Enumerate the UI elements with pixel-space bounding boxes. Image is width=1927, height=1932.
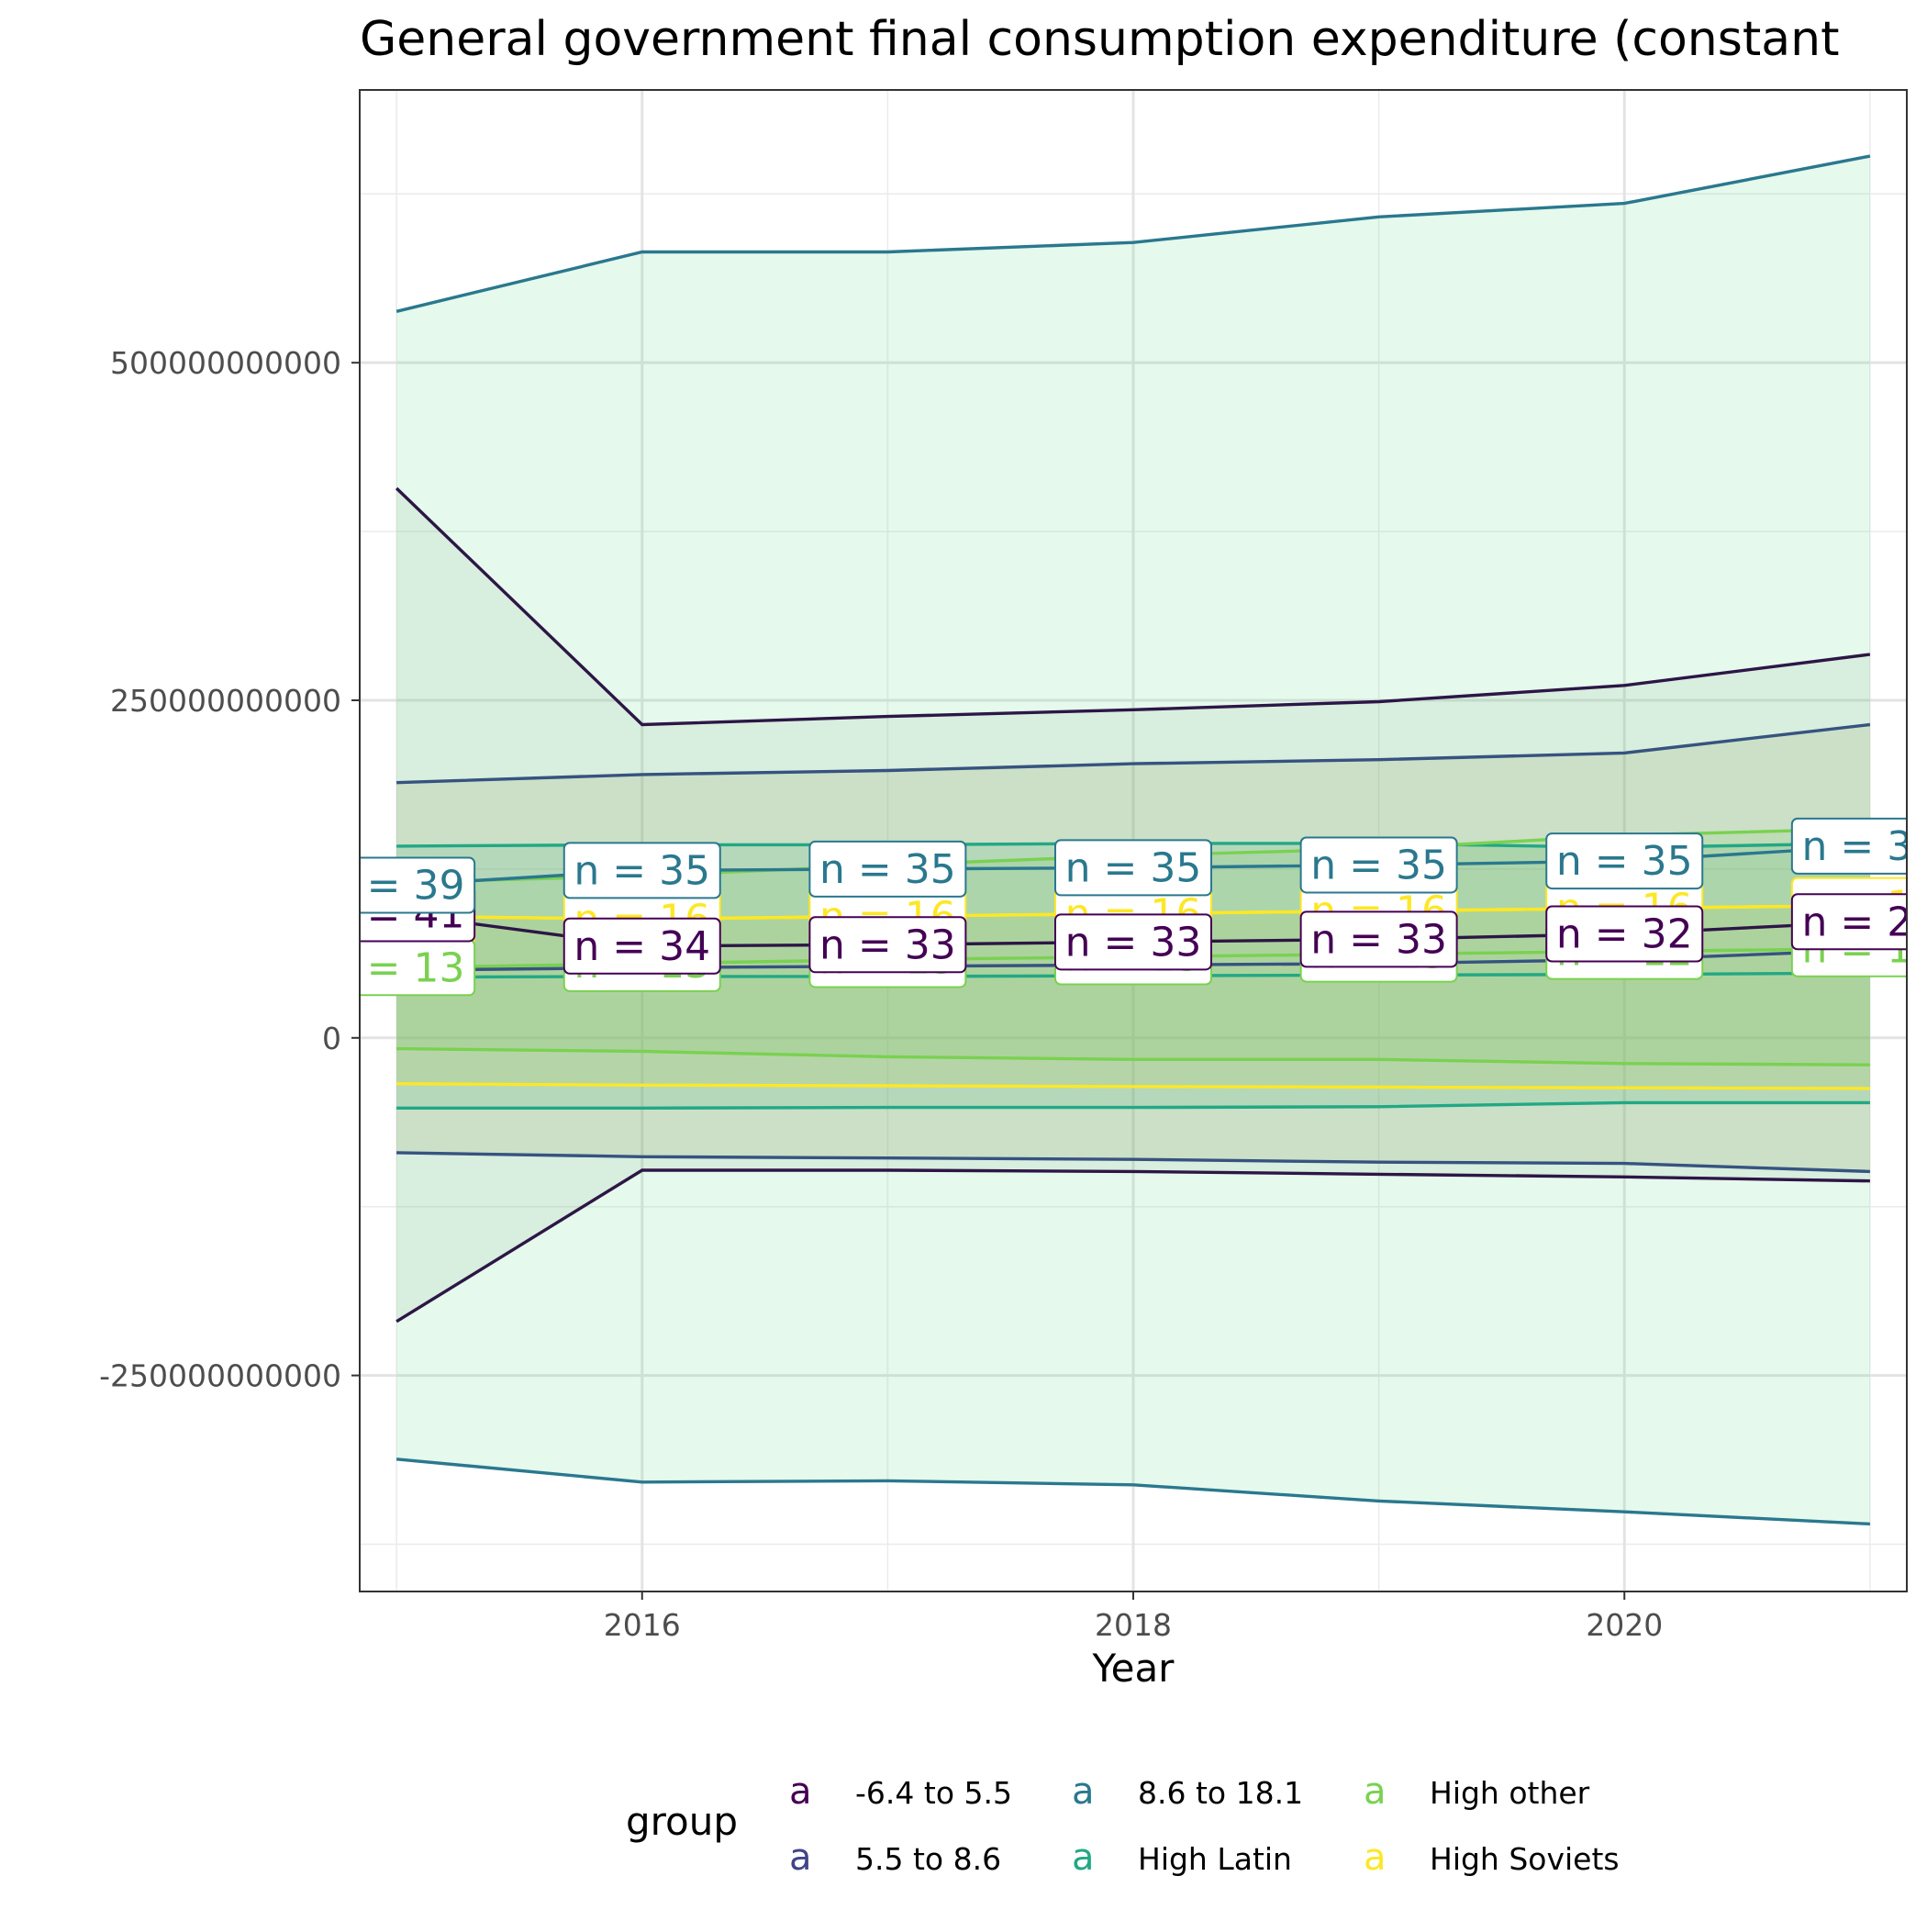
n-label-box xyxy=(808,916,967,974)
legend-label: High other xyxy=(1430,1775,1590,1811)
n-label: n = 33 xyxy=(808,916,967,974)
legend-label: 8.6 to 18.1 xyxy=(1138,1775,1303,1811)
series-line-lower xyxy=(396,1151,1870,1174)
legend-label: 5.5 to 8.6 xyxy=(855,1841,1001,1877)
legend-key: a xyxy=(789,1770,812,1813)
series-line-lower xyxy=(396,1100,1870,1111)
n-label-box xyxy=(1545,832,1704,890)
n-label-box xyxy=(563,917,721,975)
series-line-lower xyxy=(395,1168,1870,1323)
series-line-upper xyxy=(395,486,1871,727)
legend-label: -6.4 to 5.5 xyxy=(855,1775,1012,1811)
n-label-text: n = 33 xyxy=(819,921,956,968)
legend-label: High Soviets xyxy=(1430,1841,1620,1877)
n-label-text: n = 29 xyxy=(1801,899,1927,945)
n-label-text: n = 35 xyxy=(574,847,710,894)
series-line-upper xyxy=(396,722,1871,785)
n-label-box xyxy=(1790,893,1907,951)
n-label-text: n = 33 xyxy=(1310,916,1447,963)
legend-key: a xyxy=(1364,1837,1387,1879)
axis-layer: -250000000000 0 250000000000 500000000000 20… xyxy=(99,345,1663,1643)
n-label-box xyxy=(360,856,476,914)
legend: group a -6.4 to 5.5 a 5.5 to 8.6 a 8.6 to 18.… xyxy=(626,1770,1620,1879)
n-label: n = 33 xyxy=(1299,910,1458,968)
n-label-box xyxy=(808,840,967,898)
n-label: n = 13 xyxy=(329,939,476,997)
n-label-text: n = 39 xyxy=(329,863,465,910)
n-label: n = 35 xyxy=(1545,832,1704,890)
n-label-box xyxy=(1054,913,1212,971)
legend-label: High Latin xyxy=(1138,1841,1292,1877)
n-label: n = 33 xyxy=(1054,913,1212,971)
n-label: n = 35 xyxy=(1054,839,1212,897)
n-label-text: n = 34 xyxy=(574,923,710,970)
n-label-box xyxy=(1790,817,1907,875)
x-tick-label: 2018 xyxy=(1095,1607,1172,1643)
legend-key: a xyxy=(1072,1770,1095,1813)
legend-key: a xyxy=(1072,1837,1095,1879)
n-label: n = 34 xyxy=(563,917,721,975)
n-label-text: n = 33 xyxy=(1801,823,1927,870)
n-label-text: n = 33 xyxy=(1065,919,1202,966)
n-label-box xyxy=(1299,836,1458,894)
legend-title: group xyxy=(626,1799,738,1844)
n-label-text: n = 35 xyxy=(819,846,956,893)
chart-title: General government final consumption exp… xyxy=(360,12,1839,67)
x-tick-label: 2020 xyxy=(1586,1607,1663,1643)
n-label-box xyxy=(1299,910,1458,968)
y-tick-label: 0 xyxy=(322,1021,341,1056)
n-label: n = 35 xyxy=(563,842,721,899)
y-tick-label: -250000000000 xyxy=(99,1358,341,1394)
n-label: n = 35 xyxy=(1299,836,1458,894)
n-label-box xyxy=(1054,839,1212,897)
n-label-text: n = 32 xyxy=(1556,911,1693,958)
n-label: n = 33 xyxy=(1790,817,1927,875)
series-line-lower xyxy=(396,1046,1870,1067)
n-label: n = 32 xyxy=(1545,905,1704,963)
n-label-text: n = 35 xyxy=(1065,844,1202,891)
y-tick-label: 250000000000 xyxy=(110,683,341,719)
n-label-text: n = 13 xyxy=(329,944,465,991)
y-tick-label: 500000000000 xyxy=(110,345,341,381)
label-layer: n = 17n = 16n = 16n = 16n = 16n = 16n = … xyxy=(329,817,1927,997)
n-label: n = 39 xyxy=(329,856,476,914)
series-line-upper xyxy=(395,154,1871,313)
legend-key: a xyxy=(789,1837,812,1879)
n-label-box xyxy=(563,842,721,899)
n-label-text: n = 35 xyxy=(1310,842,1447,888)
n-label: n = 29 xyxy=(1790,893,1927,951)
series-line-lower xyxy=(395,1457,1870,1526)
series-line-lower xyxy=(396,1082,1870,1090)
n-label: n = 35 xyxy=(808,840,967,898)
x-axis-title: Year xyxy=(1092,1646,1175,1691)
x-tick-label: 2016 xyxy=(604,1607,681,1643)
legend-key: a xyxy=(1364,1770,1387,1813)
n-label-text: n = 35 xyxy=(1556,838,1693,885)
n-label-box xyxy=(1545,905,1704,963)
